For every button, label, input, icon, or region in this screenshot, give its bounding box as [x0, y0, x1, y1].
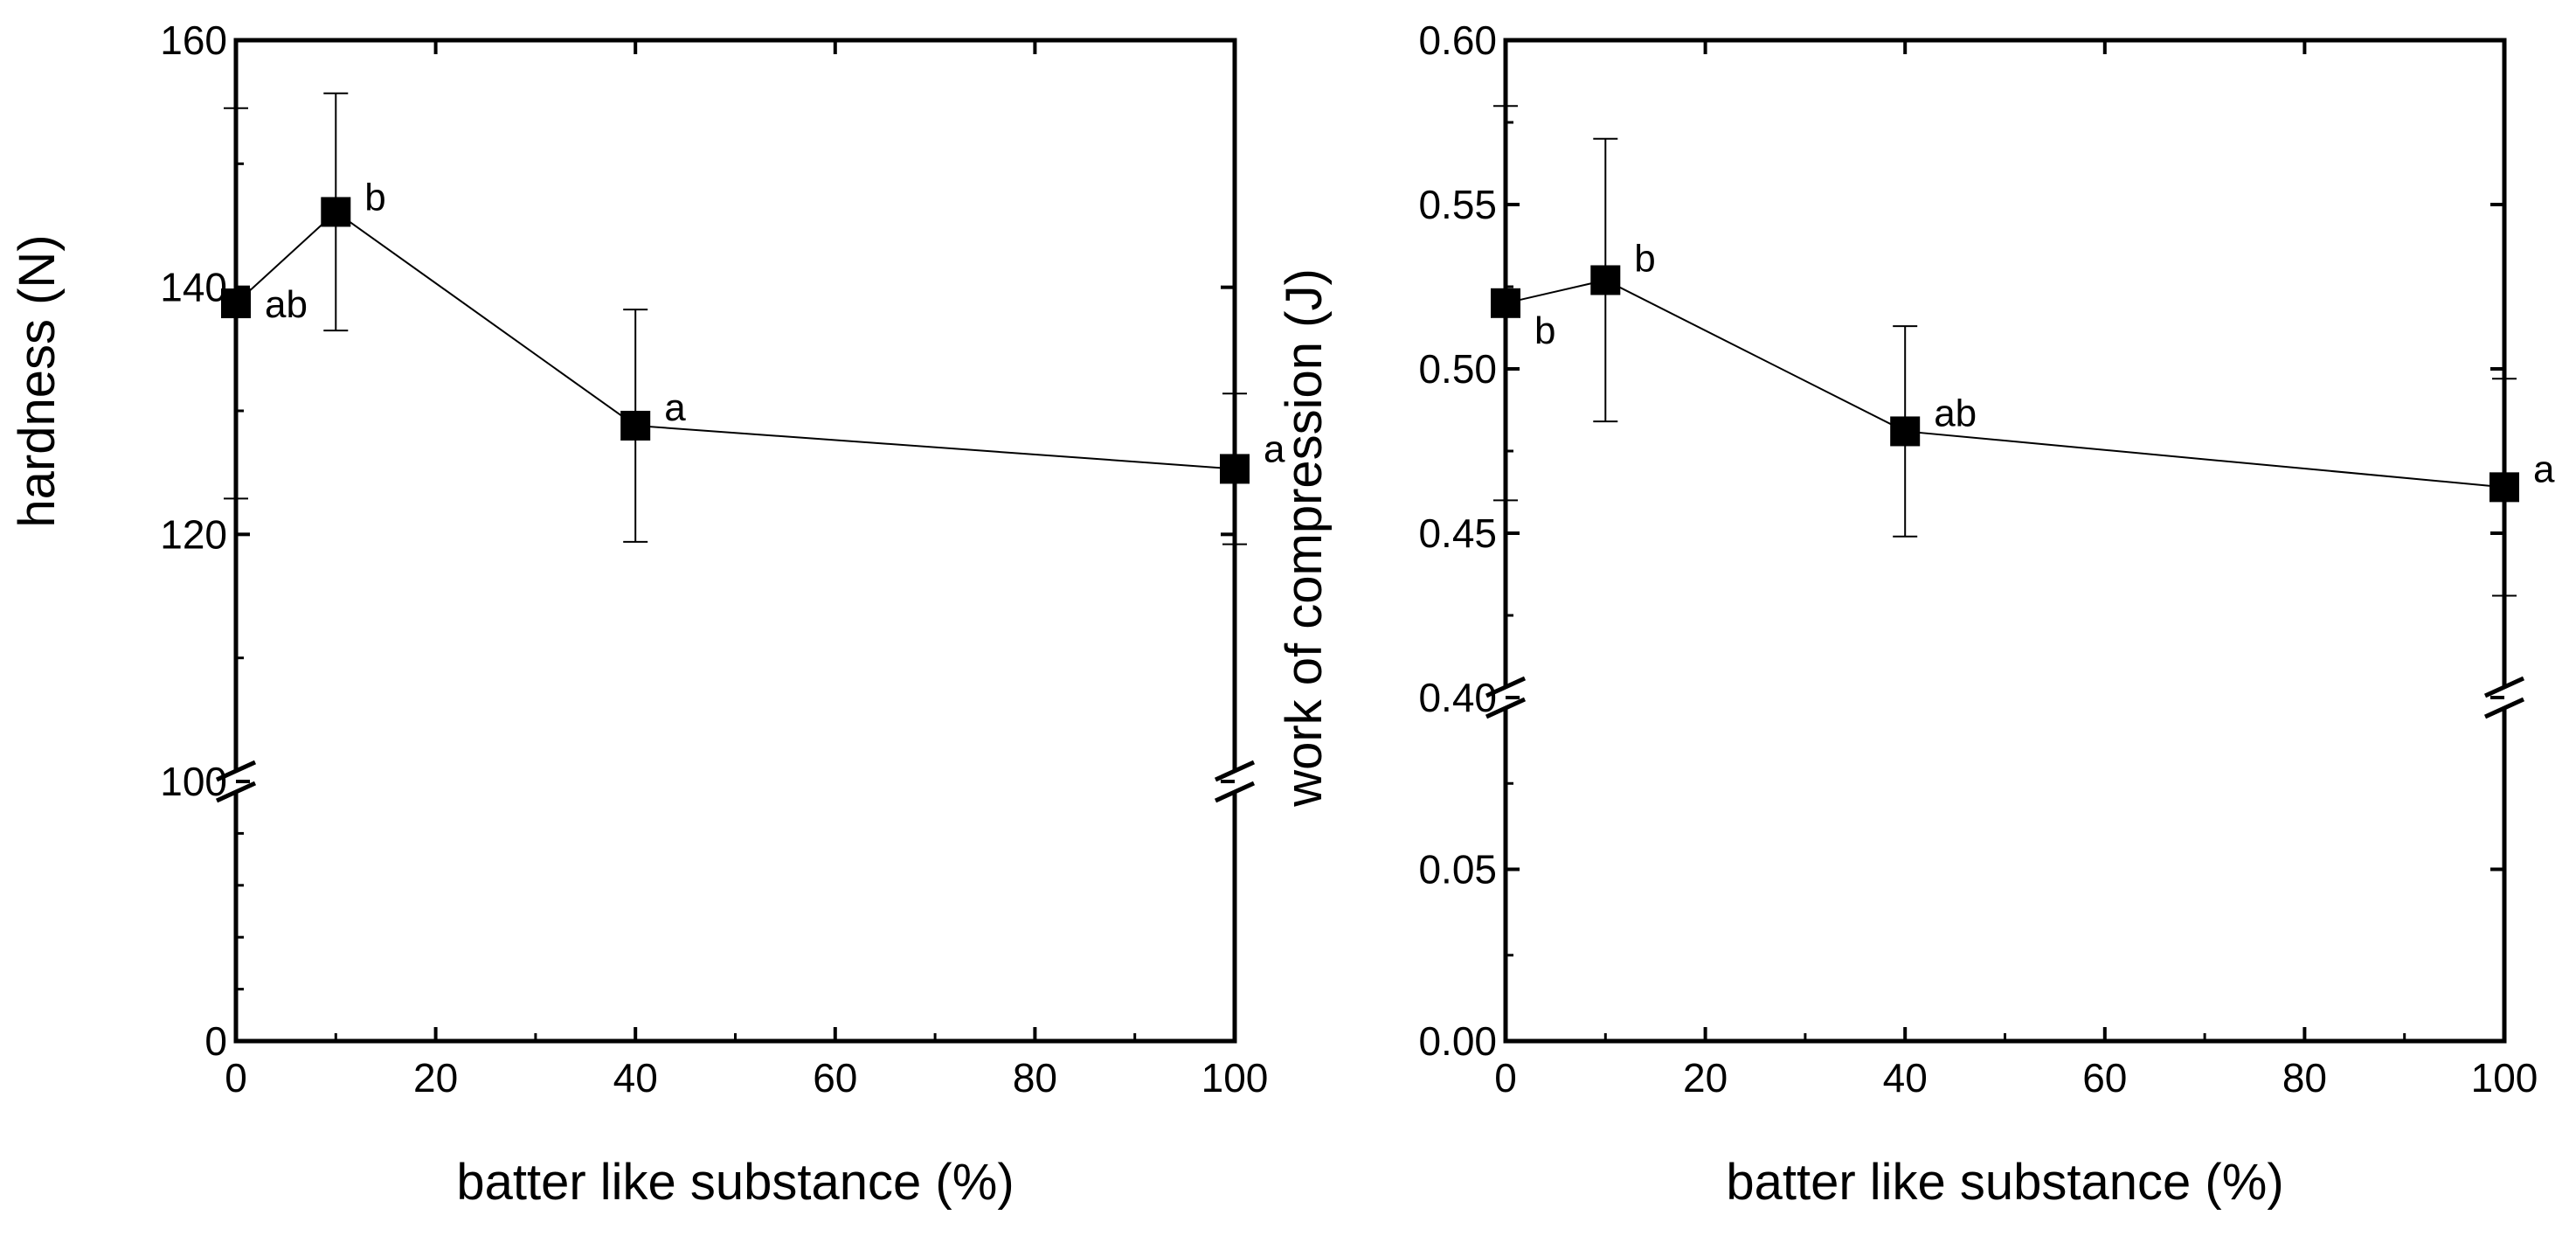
x-axis-title: batter like substance (%): [456, 1154, 1014, 1211]
significance-label: b: [364, 176, 385, 219]
y-tick-label: 0.00: [1418, 1018, 1497, 1064]
x-tick-label: 20: [1683, 1055, 1728, 1101]
axis-break-mark: [1214, 760, 1256, 782]
y-tick-label: 0.55: [1418, 182, 1497, 227]
significance-label: a: [664, 386, 686, 429]
axis-break-mark: [2483, 697, 2525, 719]
data-point: [1890, 416, 1921, 447]
y-axis-title: work of compression (J): [1276, 268, 1333, 808]
data-point: [1220, 454, 1250, 484]
significance-label: a: [2533, 448, 2555, 490]
work-of-compression-chart: 0 20 40 60 80 100 0.00 0.05 0.40 0.45 0.50 0.55 0.60…: [1276, 17, 2555, 1211]
x-tick-label: 80: [2282, 1055, 2327, 1101]
x-tick-label: 60: [813, 1055, 857, 1101]
y-tick-label: 100: [160, 759, 227, 804]
x-tick-label: 60: [2082, 1055, 2127, 1101]
y-tick-label: 0.05: [1418, 847, 1497, 892]
x-tick-label: 20: [413, 1055, 458, 1101]
y-tick-label: 0.40: [1418, 675, 1497, 720]
significance-label: a: [1264, 427, 1285, 470]
x-axis-title: batter like substance (%): [1726, 1154, 2283, 1211]
axis-break-mark: [1485, 697, 1527, 719]
data-point: [321, 197, 351, 227]
y-tick-label: 120: [160, 511, 227, 557]
y-tick-label: 140: [160, 265, 227, 310]
y-tick-label: 0.45: [1418, 510, 1497, 556]
y-axis-title: hardness (N): [9, 234, 66, 527]
series-line: [1505, 279, 2505, 489]
x-tick-label: 0: [1494, 1055, 1517, 1101]
axis-break-mark: [1485, 676, 1527, 698]
data-point: [2489, 472, 2519, 503]
x-tick-label: 100: [1201, 1055, 1269, 1101]
data-point: [1491, 288, 1520, 318]
axis-break-mark: [1214, 781, 1256, 803]
hardness-chart: 0 20 40 60 80 100 0 100 120 140 160 batter like sub…: [9, 17, 1285, 1211]
significance-label: ab: [265, 283, 308, 326]
x-tick-label: 100: [2471, 1055, 2538, 1101]
x-tick-label: 40: [613, 1055, 658, 1101]
y-tick-label: 0: [204, 1018, 227, 1064]
y-tick-label: 160: [160, 17, 227, 63]
series-line: [235, 211, 1236, 470]
axis-break-mark: [2483, 676, 2525, 698]
y-tick-label: 0.60: [1418, 17, 1497, 63]
x-tick-label: 80: [1013, 1055, 1057, 1101]
y-tick-label: 0.50: [1418, 346, 1497, 392]
data-point: [620, 410, 651, 441]
significance-label: b: [1634, 237, 1655, 280]
plot-frame: [1503, 38, 2507, 1044]
axis-break-mark: [215, 760, 257, 782]
data-point: [221, 288, 251, 319]
axis-break-mark: [215, 781, 257, 803]
data-point: [1590, 265, 1621, 295]
significance-label: ab: [1934, 392, 1977, 434]
significance-label: b: [1534, 309, 1555, 352]
x-tick-label: 0: [225, 1055, 247, 1101]
x-tick-label: 40: [1883, 1055, 1928, 1101]
